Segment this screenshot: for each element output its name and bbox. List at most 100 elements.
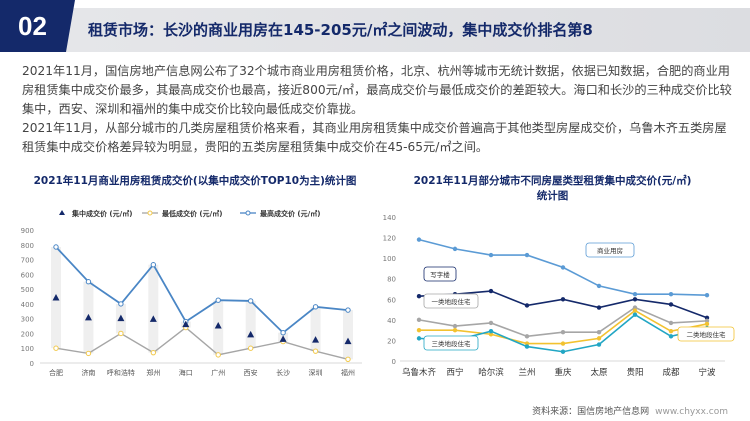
legend-label: 最高成交价 (元/㎡) bbox=[260, 209, 320, 218]
data-point bbox=[312, 304, 319, 310]
data-point bbox=[668, 291, 674, 297]
x-tick-label: 宁波 bbox=[698, 367, 716, 378]
series-callout-label: 二类地段住宅 bbox=[687, 330, 727, 339]
x-tick-label: 长沙 bbox=[276, 368, 290, 377]
data-point bbox=[452, 323, 458, 329]
y-tick-label: 0 bbox=[30, 360, 34, 368]
x-tick-label: 福州 bbox=[341, 368, 355, 377]
section-number: 02 bbox=[0, 0, 75, 52]
data-point bbox=[488, 320, 494, 326]
source-url: www.chyxx.com bbox=[655, 407, 728, 417]
data-point bbox=[280, 330, 286, 336]
y-tick-label: 20 bbox=[387, 337, 396, 345]
data-point bbox=[632, 291, 638, 297]
x-tick-label: 重庆 bbox=[554, 367, 572, 378]
series-callout-label: 一类地段住宅 bbox=[432, 297, 472, 306]
data-point bbox=[632, 308, 638, 313]
legend-triangle-icon bbox=[59, 210, 65, 215]
data-point bbox=[560, 265, 566, 270]
data-point bbox=[118, 301, 124, 307]
paragraph-2: 2021年11月，从部分城市的几类房屋租赁价格来看，其商业用房租赁集中成交价普遍… bbox=[22, 121, 727, 154]
data-point bbox=[596, 283, 602, 289]
y-tick-label: 300 bbox=[21, 316, 34, 324]
data-point bbox=[668, 320, 674, 326]
y-tick-label: 900 bbox=[21, 227, 34, 235]
data-point bbox=[85, 350, 92, 357]
x-tick-label: 西宁 bbox=[446, 367, 463, 378]
data-point bbox=[247, 298, 254, 304]
x-tick-label: 贵阳 bbox=[626, 367, 643, 378]
x-tick-label: 济南 bbox=[81, 368, 95, 377]
triangle-marker bbox=[84, 313, 92, 321]
data-point bbox=[416, 336, 422, 341]
series-callout-label: 商业用房 bbox=[597, 246, 623, 255]
data-point bbox=[53, 244, 59, 250]
page-title: 租赁市场：长沙的商业用房在145-205元/㎡之间波动，集中成交价排名第8 bbox=[88, 21, 593, 39]
data-point bbox=[560, 349, 566, 354]
data-point bbox=[488, 332, 494, 337]
data-point bbox=[416, 294, 422, 299]
y-tick-label: 200 bbox=[21, 330, 34, 338]
y-tick-label: 60 bbox=[387, 296, 396, 304]
data-point bbox=[452, 246, 458, 252]
data-point bbox=[247, 345, 254, 351]
data-point bbox=[215, 352, 221, 358]
range-bar bbox=[148, 264, 159, 353]
y-tick-label: 100 bbox=[21, 345, 34, 353]
data-point bbox=[416, 237, 422, 242]
y-tick-label: 600 bbox=[21, 271, 34, 279]
x-tick-label: 哈尔滨 bbox=[478, 367, 504, 378]
data-point bbox=[488, 328, 494, 334]
left-chart-title: 2021年11月商业用房租赁成交价(以集中成交价TOP10为主)统计图 bbox=[33, 175, 357, 187]
data-point bbox=[488, 252, 494, 258]
series-callout-box bbox=[585, 242, 635, 258]
data-point bbox=[668, 328, 674, 334]
x-tick-label: 西安 bbox=[244, 368, 258, 377]
series-line bbox=[55, 246, 349, 334]
triangle-marker bbox=[149, 315, 157, 322]
data-point bbox=[150, 349, 157, 356]
x-tick-label: 乌鲁木齐 bbox=[402, 367, 437, 378]
data-point bbox=[452, 327, 458, 333]
legend-label: 最低成交价 (元/㎡) bbox=[162, 209, 222, 218]
data-point bbox=[416, 317, 422, 323]
data-point bbox=[704, 292, 710, 298]
triangle-marker bbox=[279, 335, 287, 342]
data-point bbox=[215, 297, 221, 303]
legend-marker-icon bbox=[147, 210, 153, 216]
data-point bbox=[596, 330, 602, 335]
triangle-marker bbox=[247, 330, 255, 338]
title-bar bbox=[0, 8, 750, 52]
triangle-marker bbox=[182, 320, 190, 328]
data-point bbox=[668, 302, 674, 307]
series-callout-label: 三类地段住宅 bbox=[432, 339, 472, 348]
data-point bbox=[524, 252, 530, 258]
data-point bbox=[596, 342, 602, 347]
data-point bbox=[524, 341, 530, 346]
data-point bbox=[632, 297, 638, 302]
data-point bbox=[704, 318, 710, 324]
data-point bbox=[632, 312, 638, 317]
triangle-marker bbox=[214, 322, 222, 329]
data-point bbox=[560, 297, 566, 302]
data-point bbox=[560, 330, 566, 335]
legend-label: 集中成交价 (元/㎡) bbox=[71, 209, 132, 218]
range-bar bbox=[310, 306, 321, 352]
y-tick-label: 40 bbox=[387, 317, 396, 325]
series-callout-box bbox=[423, 293, 479, 309]
x-tick-label: 深圳 bbox=[309, 368, 323, 377]
triangle-marker bbox=[117, 314, 125, 322]
y-tick-label: 0 bbox=[392, 358, 396, 366]
y-tick-label: 120 bbox=[383, 235, 396, 243]
y-tick-label: 100 bbox=[383, 255, 396, 263]
data-point bbox=[312, 348, 319, 354]
y-tick-label: 80 bbox=[387, 276, 396, 284]
y-tick-label: 800 bbox=[21, 242, 34, 250]
data-point bbox=[488, 288, 494, 294]
series-callout-box bbox=[423, 266, 457, 282]
data-point bbox=[416, 327, 422, 333]
y-tick-label: 400 bbox=[21, 301, 34, 309]
series-callout-box bbox=[677, 326, 735, 342]
